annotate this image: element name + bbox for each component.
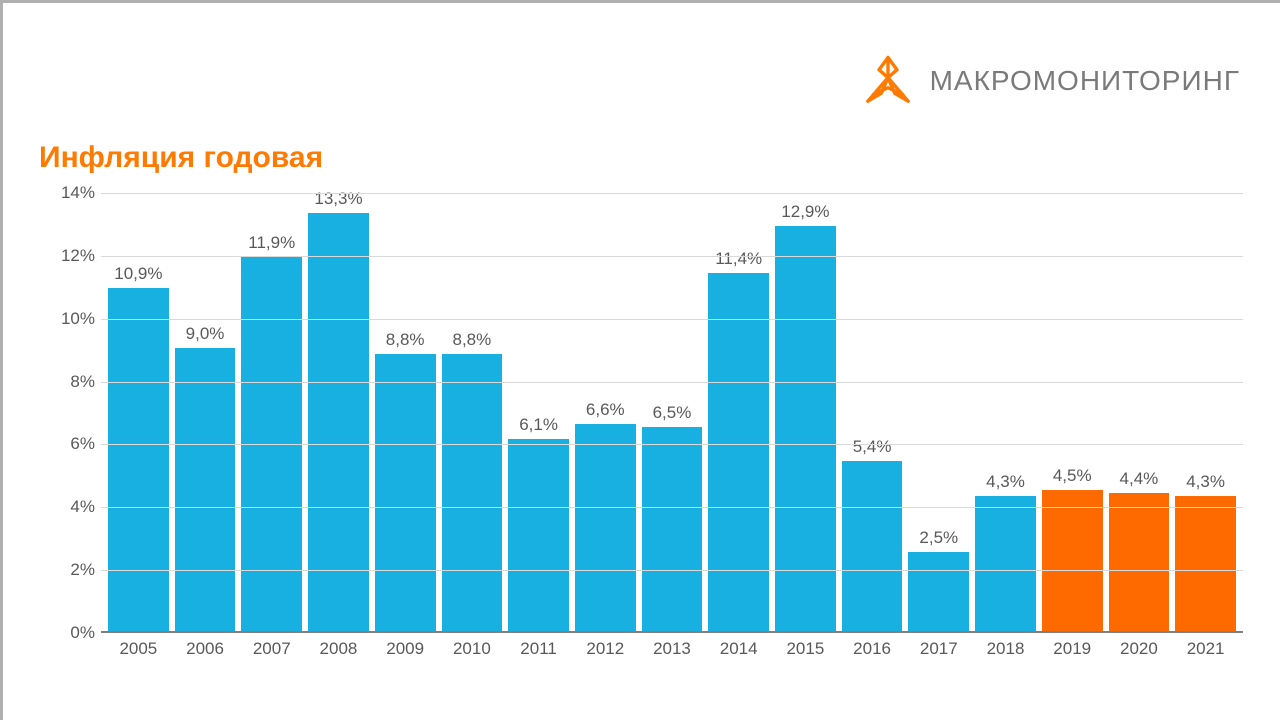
x-tick-label: 2008 [305,639,372,659]
bar-value-label: 6,6% [586,400,625,420]
bar-slot: 9,0% [172,324,239,631]
bar-value-label: 12,9% [781,202,829,222]
bar-value-label: 4,5% [1053,466,1092,486]
y-tick-label: 14% [43,183,95,203]
bar-rect [375,354,436,631]
grid-line [101,382,1243,383]
bar-slot: 4,3% [972,472,1039,631]
inflation-bar-chart: 10,9%9,0%11,9%13,3%8,8%8,8%6,1%6,6%6,5%1… [43,193,1243,693]
bar-value-label: 11,9% [248,233,295,253]
bar-rect [1109,493,1170,631]
brand-icon [860,53,916,109]
bar-value-label: 13,3% [314,189,362,209]
y-tick-label: 2% [43,560,95,580]
bar-rect [442,354,503,631]
x-axis-labels: 2005200620072008200920102011201220132014… [101,639,1243,659]
plot-area: 10,9%9,0%11,9%13,3%8,8%8,8%6,1%6,6%6,5%1… [101,193,1243,633]
y-tick-label: 6% [43,434,95,454]
bar-slot: 6,5% [639,403,706,631]
bar-value-label: 6,5% [653,403,692,423]
bar-value-label: 2,5% [919,528,958,548]
bar-rect [108,288,169,631]
grid-line [101,193,1243,194]
bar-slot: 5,4% [839,437,906,631]
grid-line [101,507,1243,508]
bar-value-label: 8,8% [452,330,491,350]
bar-rect [908,552,969,631]
grid-line [101,256,1243,257]
bar-value-label: 9,0% [186,324,225,344]
x-tick-label: 2007 [238,639,305,659]
chart-title: Инфляция годовая [39,141,323,175]
bar-value-label: 4,4% [1120,469,1159,489]
bar-rect [1042,490,1103,631]
bar-rect [642,427,703,631]
bar-rect [575,424,636,631]
y-tick-label: 12% [43,246,95,266]
x-tick-label: 2021 [1172,639,1239,659]
bar-slot: 4,5% [1039,466,1106,631]
x-tick-label: 2019 [1039,639,1106,659]
x-tick-label: 2013 [639,639,706,659]
bar-rect [175,348,236,631]
bar-slot: 4,3% [1172,472,1239,631]
bar-slot: 6,1% [505,415,572,631]
bar-slot: 6,6% [572,400,639,631]
bar-slot: 8,8% [439,330,506,631]
x-tick-label: 2012 [572,639,639,659]
y-tick-label: 0% [43,623,95,643]
bar-slot: 4,4% [1106,469,1173,631]
x-tick-label: 2016 [839,639,906,659]
bar-value-label: 4,3% [1186,472,1225,492]
brand-text: МАКРОМОНИТОРИНГ [930,65,1240,97]
bar-rect [708,273,769,631]
x-tick-label: 2005 [105,639,172,659]
x-tick-label: 2010 [439,639,506,659]
brand-logo: МАКРОМОНИТОРИНГ [860,53,1240,109]
bar-value-label: 4,3% [986,472,1025,492]
bar-value-label: 5,4% [853,437,892,457]
bar-slot: 11,9% [238,233,305,631]
bar-rect [975,496,1036,631]
x-tick-label: 2014 [705,639,772,659]
bar-value-label: 8,8% [386,330,425,350]
bar-slot: 11,4% [705,249,772,631]
x-tick-label: 2009 [372,639,439,659]
x-tick-label: 2020 [1106,639,1173,659]
grid-line [101,570,1243,571]
grid-line [101,444,1243,445]
bars-container: 10,9%9,0%11,9%13,3%8,8%8,8%6,1%6,6%6,5%1… [101,193,1243,631]
bar-value-label: 11,4% [715,249,762,269]
bar-rect [308,213,369,631]
x-tick-label: 2015 [772,639,839,659]
x-tick-label: 2011 [505,639,572,659]
y-tick-label: 10% [43,309,95,329]
bar-slot: 2,5% [905,528,972,631]
grid-line [101,319,1243,320]
bar-rect [842,461,903,631]
y-tick-label: 8% [43,372,95,392]
bar-slot: 12,9% [772,202,839,631]
x-tick-label: 2006 [172,639,239,659]
x-tick-label: 2018 [972,639,1039,659]
bar-slot: 8,8% [372,330,439,631]
bar-rect [508,439,569,631]
y-tick-label: 4% [43,497,95,517]
x-tick-label: 2017 [905,639,972,659]
bar-value-label: 6,1% [519,415,558,435]
bar-value-label: 10,9% [114,264,162,284]
bar-rect [1175,496,1236,631]
